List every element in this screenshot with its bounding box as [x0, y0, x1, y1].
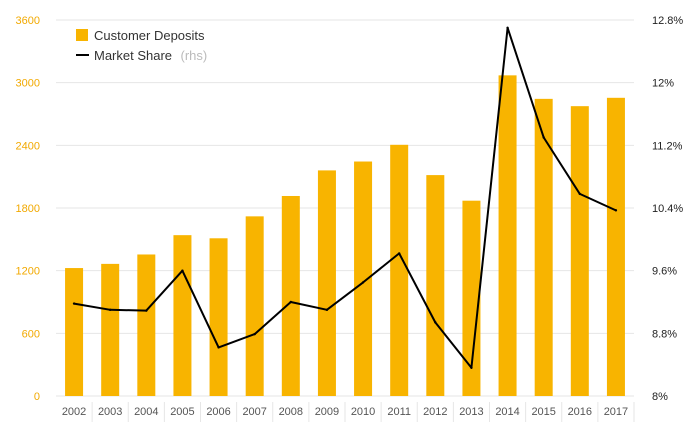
bar-2006 [209, 238, 228, 396]
x-tick-label: 2011 [387, 406, 411, 418]
bar-2008 [281, 195, 300, 396]
right-tick-label: 12% [652, 78, 674, 90]
line-point-2010 [361, 281, 365, 284]
bar-2010 [354, 161, 373, 396]
right-tick-label: 8% [652, 391, 668, 403]
x-tick-label: 2012 [423, 406, 447, 418]
bar-2003 [101, 263, 120, 396]
x-tick-label: 2002 [62, 406, 86, 418]
bar-2013 [462, 200, 481, 396]
right-tick-label: 12.8% [652, 15, 683, 27]
x-tick-label: 2008 [279, 406, 303, 418]
line-point-2016 [578, 192, 582, 196]
x-tick-label: 2006 [206, 406, 230, 418]
x-tick-label: 2010 [351, 406, 375, 418]
legend-swatch-customer-deposits [76, 29, 88, 41]
x-tick-label: 2013 [459, 406, 483, 418]
line-point-2017 [614, 209, 618, 212]
x-tick-label: 2009 [315, 406, 339, 418]
right-tick-label: 10.4% [652, 203, 683, 215]
right-axis-ticks: 8% 8.8% 9.6% 10.4% 11.2% 12% 12.8% [652, 15, 683, 403]
right-tick-label: 9.6% [652, 266, 677, 278]
x-tick-label: 2016 [568, 406, 592, 418]
bar-2007 [245, 216, 264, 396]
bar-2009 [317, 170, 336, 396]
bar-2014 [498, 75, 517, 396]
line-point-2008 [289, 300, 293, 304]
line-series-market-share [72, 26, 618, 369]
left-tick-label: 1200 [16, 266, 40, 278]
right-tick-label: 11.2% [652, 140, 683, 152]
legend: Customer Deposits Market Share (rhs) [76, 28, 207, 64]
line-point-2014 [506, 26, 509, 30]
line-point-2009 [325, 308, 329, 312]
left-tick-label: 2400 [16, 140, 40, 152]
bar-2012 [426, 175, 445, 396]
line-point-2011 [397, 252, 401, 255]
bar-2004 [137, 254, 156, 396]
left-tick-label: 1800 [16, 203, 40, 215]
x-tick-label: 2007 [242, 406, 266, 418]
market-share-line [73, 26, 617, 369]
right-tick-label: 8.8% [652, 328, 677, 340]
x-tick-label: 2014 [495, 406, 519, 418]
line-point-2004 [145, 309, 148, 312]
legend-label-market-share: Market Share (rhs) [94, 47, 207, 64]
left-axis-ticks: 0 600 1200 1800 2400 3000 3600 [16, 15, 40, 403]
line-point-2007 [253, 332, 256, 336]
left-tick-label: 3000 [16, 78, 40, 90]
bar-2005 [173, 235, 192, 396]
x-tick-label: 2017 [604, 406, 628, 418]
left-tick-label: 0 [34, 391, 40, 403]
x-tick-label: 2004 [134, 406, 158, 418]
legend-label-market-share-text: Market Share [94, 48, 172, 63]
x-tick-label: 2015 [531, 406, 555, 418]
line-point-2006 [217, 346, 220, 349]
x-tick-label: 2003 [98, 406, 122, 418]
left-tick-label: 600 [22, 328, 40, 340]
bar-2017 [606, 97, 625, 397]
bar-series-customer-deposits [65, 75, 625, 397]
bar-2011 [390, 144, 409, 396]
legend-label-market-share-suffix: (rhs) [181, 48, 208, 63]
left-tick-label: 3600 [16, 15, 40, 27]
line-point-2002 [72, 302, 76, 305]
x-tick-label: 2005 [170, 406, 194, 418]
line-point-2003 [108, 308, 112, 312]
legend-label-customer-deposits: Customer Deposits [94, 28, 205, 43]
bar-2016 [570, 106, 589, 397]
line-point-2013 [470, 366, 473, 369]
bar-2015 [534, 98, 553, 396]
x-axis-ticks: 2002 2003 2004 2005 2006 2007 2008 2009 2010 2011… [62, 402, 635, 422]
bar-2002 [65, 268, 84, 396]
line-point-2005 [181, 269, 184, 272]
line-point-2012 [434, 321, 437, 324]
line-point-2015 [542, 136, 545, 139]
